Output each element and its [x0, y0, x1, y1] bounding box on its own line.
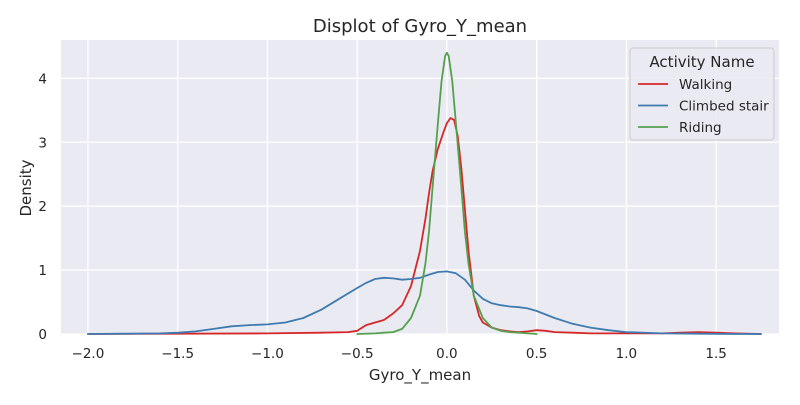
y-axis-ticks: 0 1 2 3 4	[38, 71, 47, 343]
series-line-climbed-stair	[87, 270, 762, 335]
y-tick-label: 3	[38, 135, 47, 151]
legend-label: Climbed stair	[679, 99, 769, 115]
x-tick-label: 0.0	[436, 346, 457, 362]
legend: Activity Name Walking Climbed stair Riding	[629, 47, 775, 141]
x-tick-label: 1.5	[705, 346, 726, 362]
series-line-walking	[87, 117, 762, 335]
y-tick-label: 0	[38, 327, 47, 343]
x-tick-label: −1.0	[251, 346, 284, 362]
legend-title: Activity Name	[649, 53, 754, 71]
x-tick-label: 1.0	[616, 346, 637, 362]
x-axis-ticks: −2.0 −1.5 −1.0 −0.5 0.0 0.5 1.0 1.5	[72, 346, 727, 362]
x-axis-label: Gyro_Y_mean	[369, 366, 471, 385]
series-line-riding	[356, 51, 538, 335]
x-tick-label: 0.5	[526, 346, 547, 362]
y-tick-label: 4	[38, 71, 47, 87]
gridlines	[61, 40, 779, 335]
chart-title: Displot of Gyro_Y_mean	[313, 16, 527, 37]
x-tick-label: −0.5	[341, 346, 374, 362]
legend-box	[629, 47, 775, 141]
legend-label: Riding	[679, 120, 722, 136]
y-axis-label: Density	[17, 159, 35, 216]
legend-label: Walking	[679, 77, 732, 93]
y-tick-label: 2	[38, 199, 47, 215]
y-tick-label: 1	[38, 263, 47, 279]
series-lines	[87, 51, 762, 335]
x-tick-label: −1.5	[161, 346, 194, 362]
legend-entries: Walking Climbed stair Riding	[638, 77, 769, 136]
x-tick-label: −2.0	[72, 346, 105, 362]
